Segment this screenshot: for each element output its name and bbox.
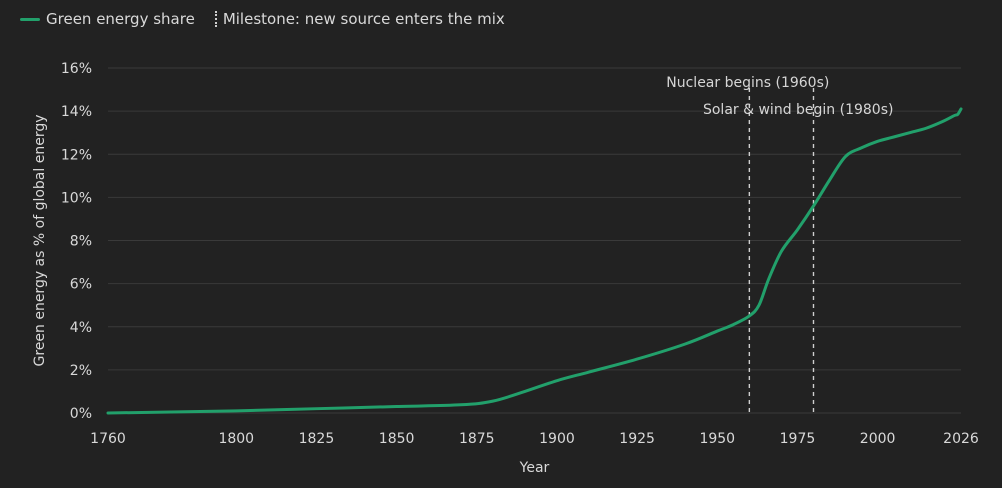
x-tick-label: 1950	[699, 431, 735, 447]
x-tick-label: 1850	[379, 431, 415, 447]
y-tick-label: 2%	[70, 363, 92, 379]
legend: Green energy share Milestone: new source…	[20, 8, 525, 30]
x-axis-label: Year	[519, 460, 550, 476]
y-tick-label: 16%	[61, 61, 92, 77]
y-tick-label: 12%	[61, 147, 92, 163]
legend-line-swatch	[20, 17, 40, 21]
legend-item-series[interactable]: Green energy share	[20, 10, 195, 28]
y-tick-label: 4%	[70, 320, 92, 336]
milestones: Nuclear begins (1960s) Solar & wind begin…	[666, 75, 893, 413]
grid-lines	[108, 67, 961, 414]
y-tick-label: 6%	[70, 277, 92, 293]
milestone-label: Solar & wind begin (1980s)	[703, 102, 894, 118]
y-tick-label: 0%	[70, 406, 92, 422]
x-tick-label: 1825	[299, 431, 335, 447]
legend-series-label: Green energy share	[46, 10, 195, 28]
x-tick-label: 1900	[539, 431, 575, 447]
x-tick-label: 1925	[619, 431, 655, 447]
legend-milestone-label: Milestone: new source enters the mix	[222, 10, 505, 28]
y-axis-ticks: 0% 2% 4% 6% 8% 10% 12% 14% 16%	[61, 61, 92, 422]
x-tick-label: 1760	[90, 431, 126, 447]
x-axis-ticks: 1760 1800 1825 1850 1875 1900 1925 1950 1975 2000…	[90, 431, 979, 447]
x-tick-label: 1875	[459, 431, 495, 447]
milestone-label: Nuclear begins (1960s)	[666, 75, 829, 91]
x-tick-label: 1800	[218, 431, 254, 447]
y-tick-label: 14%	[61, 104, 92, 120]
y-tick-label: 10%	[61, 190, 92, 206]
y-tick-label: 8%	[70, 234, 92, 250]
x-tick-label: 2000	[860, 431, 896, 447]
legend-item-milestone[interactable]: Milestone: new source enters the mix	[214, 10, 505, 28]
series-layer	[106, 107, 963, 415]
x-tick-label: 1975	[780, 431, 816, 447]
series-line-green-energy	[106, 107, 963, 415]
y-axis-label: Green energy as % of global energy	[32, 114, 48, 366]
x-tick-label: 2026	[943, 431, 979, 447]
legend-dash-swatch	[214, 11, 217, 27]
